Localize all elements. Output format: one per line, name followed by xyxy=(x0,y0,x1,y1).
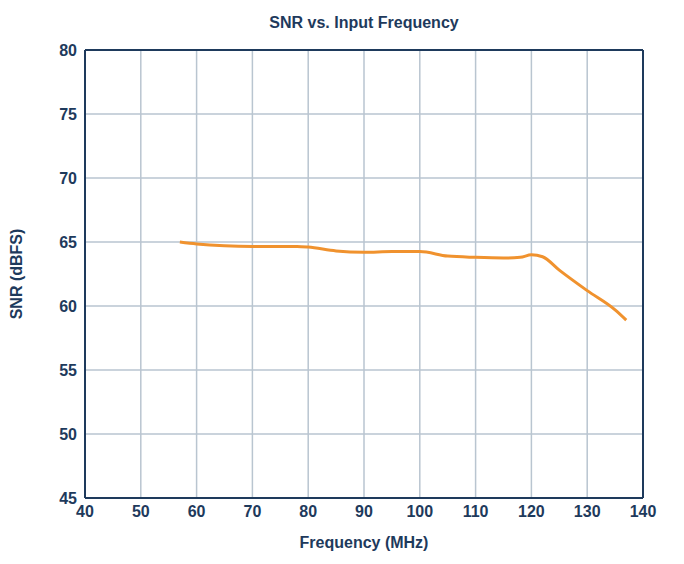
svg-text:90: 90 xyxy=(355,503,373,520)
svg-text:100: 100 xyxy=(406,503,433,520)
svg-text:Frequency (MHz): Frequency (MHz) xyxy=(300,534,429,551)
svg-text:55: 55 xyxy=(59,362,77,379)
svg-text:50: 50 xyxy=(59,426,77,443)
svg-text:70: 70 xyxy=(59,170,77,187)
svg-text:120: 120 xyxy=(518,503,545,520)
svg-text:65: 65 xyxy=(59,234,77,251)
svg-text:45: 45 xyxy=(59,490,77,507)
svg-text:110: 110 xyxy=(463,503,489,520)
svg-text:40: 40 xyxy=(76,503,94,520)
svg-text:SNR (dBFS): SNR (dBFS) xyxy=(8,229,25,320)
svg-text:80: 80 xyxy=(299,503,317,520)
svg-text:130: 130 xyxy=(574,503,601,520)
svg-text:60: 60 xyxy=(188,503,206,520)
svg-text:50: 50 xyxy=(132,503,150,520)
svg-text:80: 80 xyxy=(59,42,77,59)
html-text:SNR vs. Input Frequency: SNR vs. Input Frequency xyxy=(269,14,459,31)
svg-text:140: 140 xyxy=(630,503,657,520)
svg-text:60: 60 xyxy=(59,298,77,315)
svg-text:70: 70 xyxy=(244,503,262,520)
svg-text:75: 75 xyxy=(59,106,77,123)
